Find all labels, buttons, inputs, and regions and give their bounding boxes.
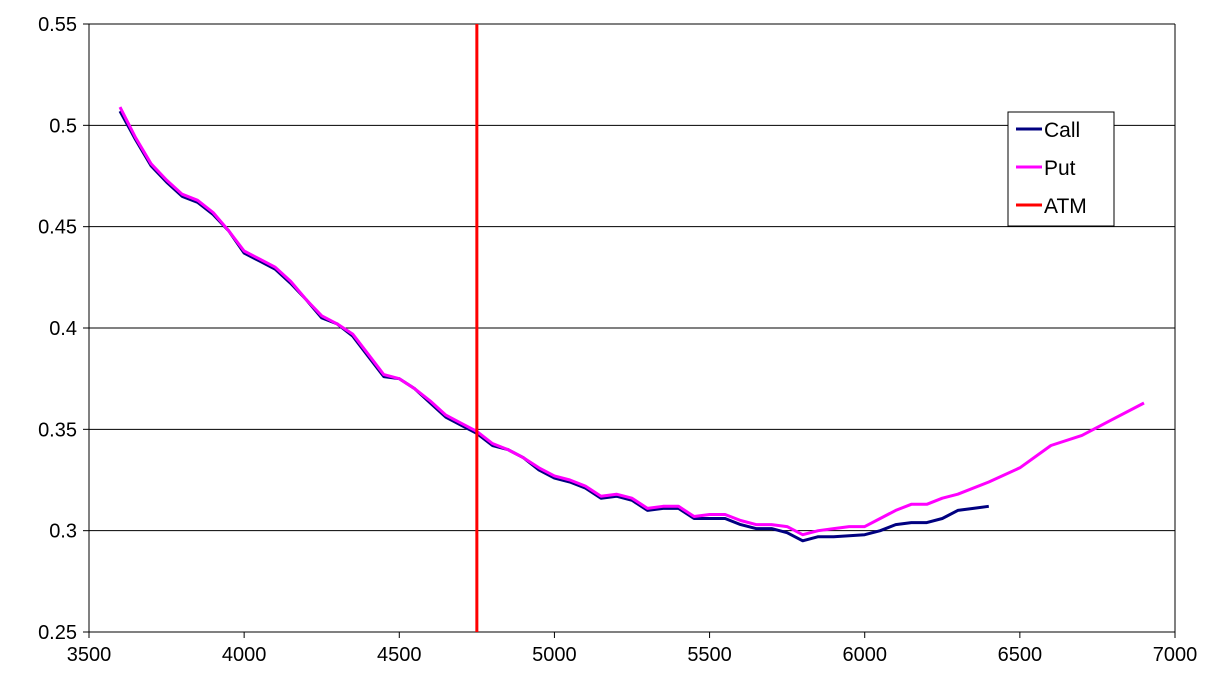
x-tick-label: 4000	[222, 644, 267, 666]
series-call-line	[118, 110, 990, 543]
x-tick-label: 5500	[687, 644, 732, 666]
legend-label-call: Call	[1044, 119, 1080, 142]
y-tick-label: 0.4	[49, 318, 77, 340]
legend-box	[1007, 111, 1115, 227]
legend-label-atm: ATM	[1044, 195, 1087, 218]
x-tick-label: 4500	[377, 644, 422, 666]
y-tick-label: 0.25	[38, 622, 77, 644]
series-put-line	[118, 106, 1145, 537]
gridlines	[89, 23, 1176, 632]
y-tick-label: 0.35	[38, 419, 77, 441]
x-tick-label: 6000	[842, 644, 887, 666]
y-tick-label: 0.5	[49, 115, 77, 137]
legend-label-put: Put	[1044, 157, 1076, 180]
x-tick-label: 5000	[532, 644, 577, 666]
tick-labels: 0.25 0.3 0.35 0.4 0.45 0.5 0.55 3500 4000 4500 500…	[38, 14, 1197, 666]
y-tick-label: 0.45	[38, 217, 77, 239]
x-tick-label: 3500	[67, 644, 112, 666]
series-layer	[118, 24, 1145, 632]
x-tick-label: 6500	[998, 644, 1043, 666]
y-tick-label: 0.55	[38, 14, 77, 36]
axes	[83, 23, 1176, 638]
legend: Call Put ATM	[1007, 111, 1115, 227]
x-tick-label: 7000	[1153, 644, 1198, 666]
y-tick-label: 0.3	[49, 521, 77, 543]
